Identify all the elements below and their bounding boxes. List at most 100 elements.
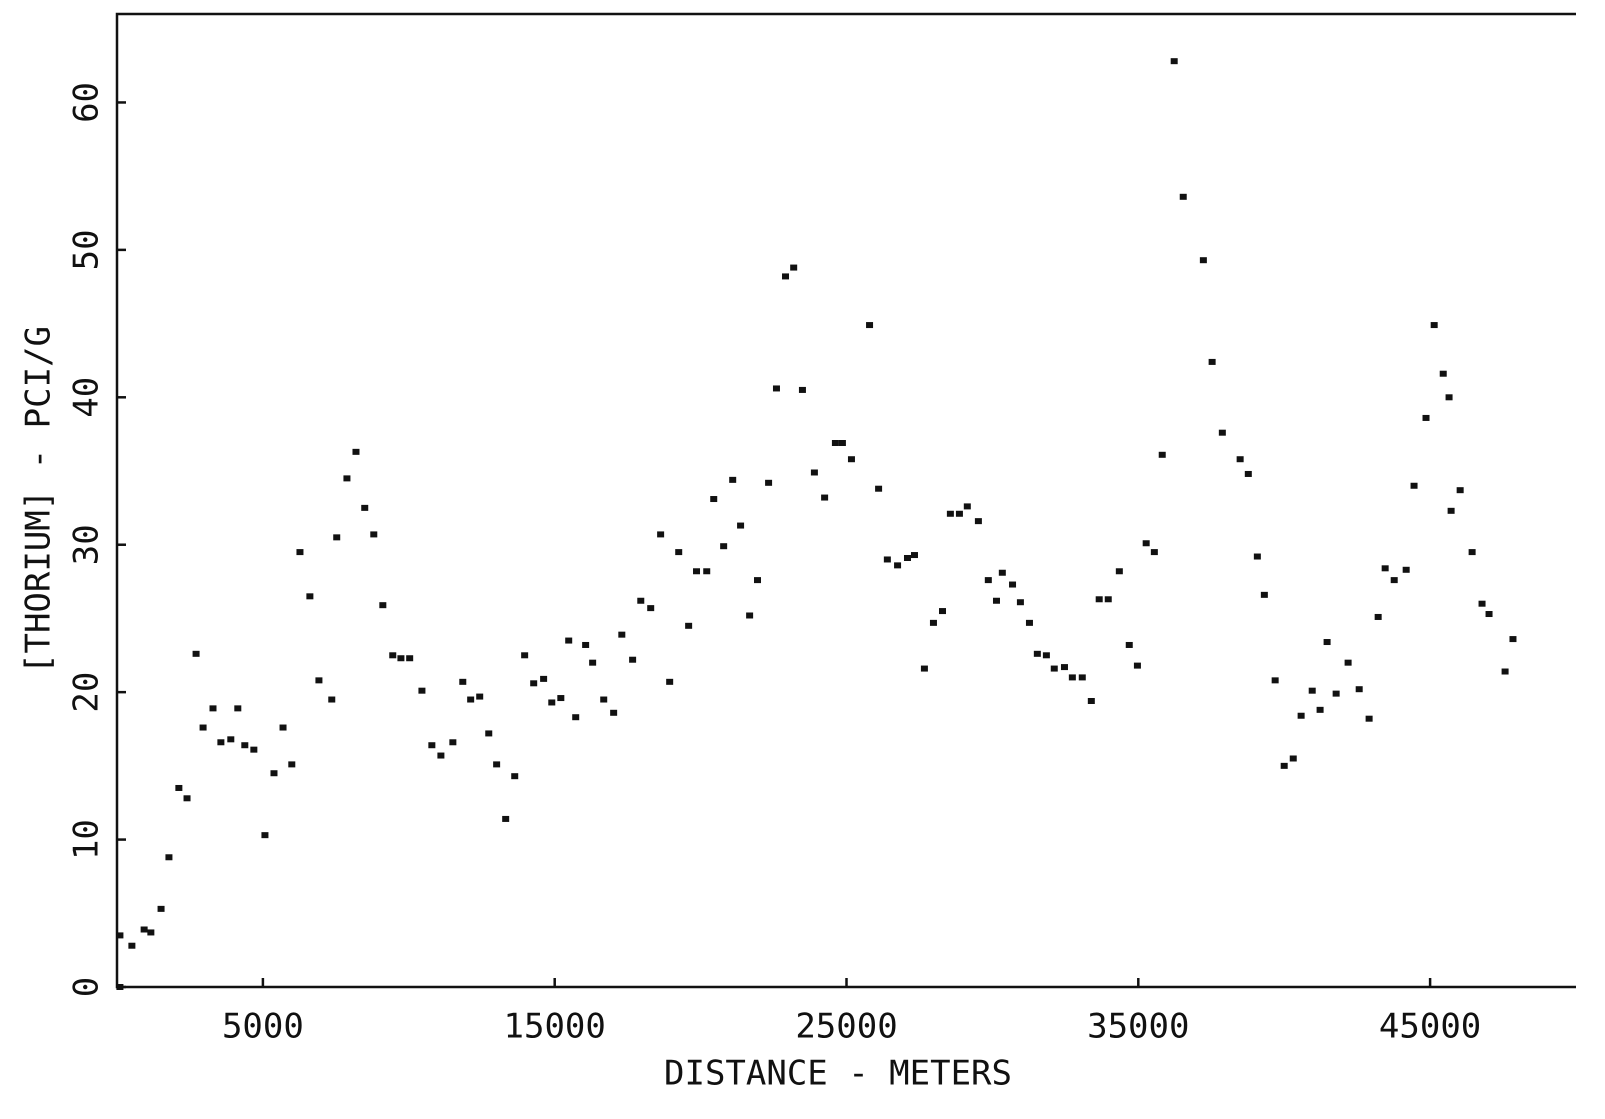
point xyxy=(449,739,457,746)
point xyxy=(1445,394,1453,401)
point xyxy=(1236,456,1244,463)
point xyxy=(1025,619,1033,626)
x-tick-label: 35000 xyxy=(1087,1007,1189,1047)
point xyxy=(1430,322,1438,329)
point xyxy=(406,655,414,662)
point xyxy=(572,714,580,721)
point xyxy=(1355,686,1363,693)
point xyxy=(746,612,754,619)
point xyxy=(765,479,773,486)
point xyxy=(1280,762,1288,769)
point xyxy=(1390,577,1398,584)
point xyxy=(1323,639,1331,646)
point xyxy=(1104,596,1112,603)
point xyxy=(1456,487,1464,494)
point xyxy=(279,724,287,731)
point xyxy=(1316,706,1324,713)
point xyxy=(1332,690,1340,697)
point xyxy=(183,795,191,802)
point xyxy=(963,503,971,510)
point xyxy=(557,695,565,702)
point xyxy=(493,761,501,768)
point xyxy=(352,448,360,455)
point xyxy=(315,677,323,684)
x-tick-label: 5000 xyxy=(222,1007,304,1047)
point xyxy=(1078,674,1086,681)
point xyxy=(1439,370,1447,377)
point xyxy=(328,696,336,703)
point xyxy=(610,709,618,716)
point xyxy=(333,534,341,541)
point xyxy=(1271,677,1279,684)
point xyxy=(1142,540,1150,547)
point xyxy=(582,641,590,648)
point xyxy=(1125,641,1133,648)
point xyxy=(175,784,183,791)
y-tick-label: 20 xyxy=(67,672,107,713)
point xyxy=(798,386,806,393)
point xyxy=(894,562,902,569)
point xyxy=(217,739,225,746)
y-tick-label: 40 xyxy=(67,377,107,418)
point xyxy=(589,659,597,666)
point xyxy=(1478,600,1486,607)
point xyxy=(703,568,711,575)
point xyxy=(875,485,883,492)
point xyxy=(693,568,701,575)
point xyxy=(511,773,519,780)
point xyxy=(459,678,467,685)
point xyxy=(629,656,637,663)
x-tick-label: 15000 xyxy=(504,1007,606,1047)
point xyxy=(1402,566,1410,573)
point xyxy=(165,854,173,861)
point xyxy=(227,736,235,743)
point xyxy=(810,469,818,476)
point xyxy=(1016,599,1024,606)
y-tick-label: 10 xyxy=(67,819,107,860)
point xyxy=(192,650,200,657)
point xyxy=(147,929,155,936)
point xyxy=(1068,674,1076,681)
point xyxy=(530,680,538,687)
point xyxy=(1033,650,1041,657)
y-tick-label: 60 xyxy=(67,82,107,123)
point xyxy=(1289,755,1297,762)
point xyxy=(1509,636,1517,643)
point xyxy=(929,619,937,626)
point xyxy=(1208,358,1216,365)
point xyxy=(288,761,296,768)
y-tick-label: 30 xyxy=(67,524,107,565)
point xyxy=(729,476,737,483)
point xyxy=(521,652,529,659)
point xyxy=(565,637,573,644)
point xyxy=(710,496,718,503)
x-axis-title: DISTANCE - METERS xyxy=(664,1054,1012,1094)
point xyxy=(379,602,387,609)
point xyxy=(370,531,378,538)
point xyxy=(241,742,249,749)
point xyxy=(140,926,148,933)
point xyxy=(1374,613,1382,620)
point xyxy=(1060,664,1068,671)
point xyxy=(974,518,982,525)
point xyxy=(647,605,655,612)
point xyxy=(782,273,790,280)
point xyxy=(866,322,874,329)
point xyxy=(157,905,165,912)
point xyxy=(209,705,217,712)
point xyxy=(883,556,891,563)
axis-frame xyxy=(115,12,1576,989)
point xyxy=(984,577,992,584)
point xyxy=(618,631,626,638)
point xyxy=(1218,429,1226,436)
point xyxy=(1501,668,1509,675)
point xyxy=(1133,662,1141,669)
point xyxy=(821,494,829,501)
point xyxy=(992,597,1000,604)
point xyxy=(737,522,745,529)
point xyxy=(467,696,475,703)
point xyxy=(428,742,436,749)
point xyxy=(306,593,314,600)
point xyxy=(502,815,510,822)
point xyxy=(361,504,369,511)
